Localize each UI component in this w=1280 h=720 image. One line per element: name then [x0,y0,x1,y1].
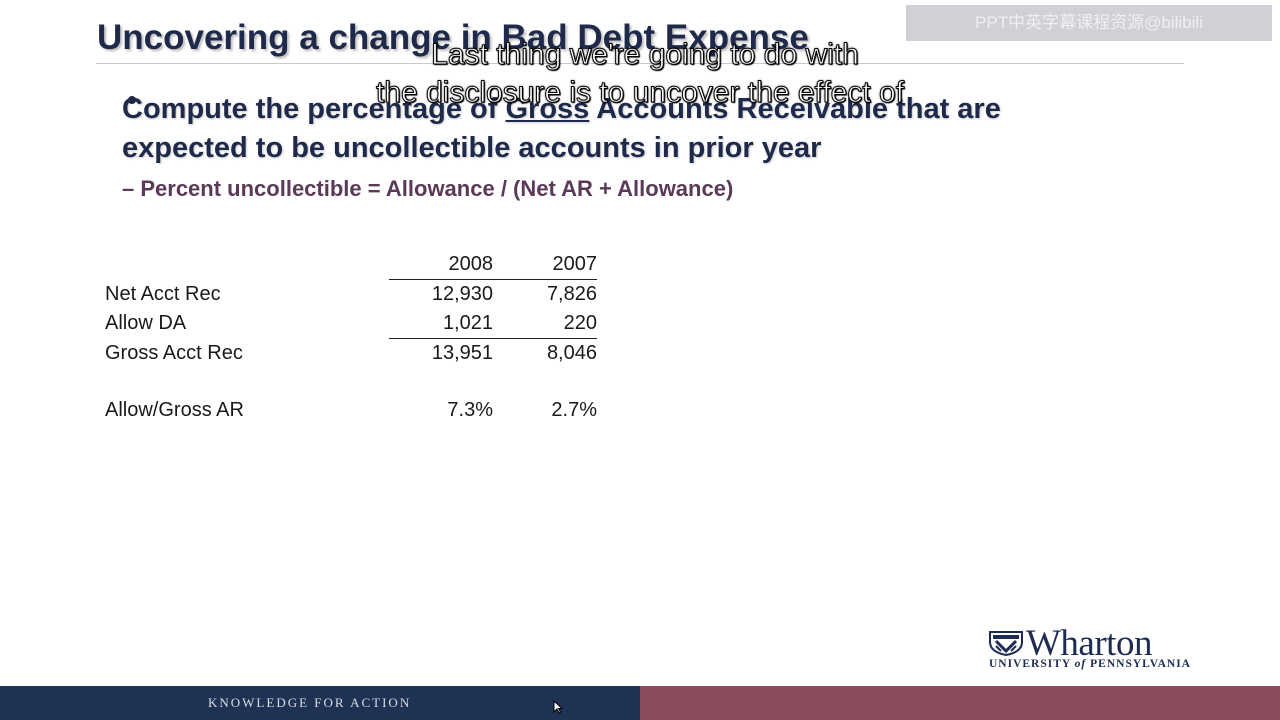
table-row: Allow DA 1,021 220 [100,309,597,339]
table-header-2007: 2007 [493,250,597,280]
row-value-2007: 2.7% [551,399,597,421]
footer-tagline: KNOWLEDGE FOR ACTION [208,695,412,710]
title-divider [96,63,1184,64]
row-label: Allow DA [105,312,187,335]
logo-university-line: UNIVERSITY of PENNSYLVANIA [989,658,1191,670]
footer-bar-right [640,686,1280,720]
table-row: Net Acct Rec 12,930 7,826 [100,280,597,310]
table-row: Allow/Gross AR 7.3% 2.7% [100,396,597,425]
row-value-2008: 12,930 [431,283,493,305]
bullet-dot-icon [128,96,136,104]
table-header-row: 2008 2007 [100,250,597,280]
row-value-2008: 1,021 [389,309,493,339]
bullet-text-part2: Accounts Receivable that are expected to… [122,93,1001,164]
footer-bar-left: KNOWLEDGE FOR ACTION [0,686,640,720]
table-row: Gross Acct Rec 13,951 8,046 [100,339,597,369]
accounts-receivable-table: 2008 2007 Net Acct Rec 12,930 7,826 Allo… [100,250,597,425]
logo-wordmark: Wharton [1026,623,1152,664]
bullet-text-part1: Compute the percentage of [122,93,506,125]
table-spacer-row [100,368,597,396]
watermark-banner: PPT中英字幕课程资源@bilibili [906,5,1272,41]
row-label: Net Acct Rec [105,282,221,305]
row-value-2007: 7,826 [546,283,597,305]
slide-title: Uncovering a change in Bad Debt Expense [97,18,809,57]
row-label: Gross Acct Rec [105,341,243,364]
wharton-logo: Wharton UNIVERSITY of PENNSYLVANIA [988,624,1193,672]
row-value-2007: 8,046 [546,342,597,364]
wharton-shield-icon [989,631,1023,656]
sub-bullet: – Percent uncollectible = Allowance / (N… [122,176,734,201]
table-header-2008: 2008 [389,250,493,280]
row-value-2007: 220 [493,309,597,339]
main-bullet: Compute the percentage of Gross Accounts… [122,90,1122,168]
row-value-2008: 13,951 [431,342,493,364]
row-label: Allow/Gross AR [105,399,244,421]
mouse-cursor-icon [553,700,563,714]
row-value-2008: 7.3% [447,399,493,421]
bullet-text-underlined: Gross [505,93,590,125]
table-header-blank [100,250,389,280]
